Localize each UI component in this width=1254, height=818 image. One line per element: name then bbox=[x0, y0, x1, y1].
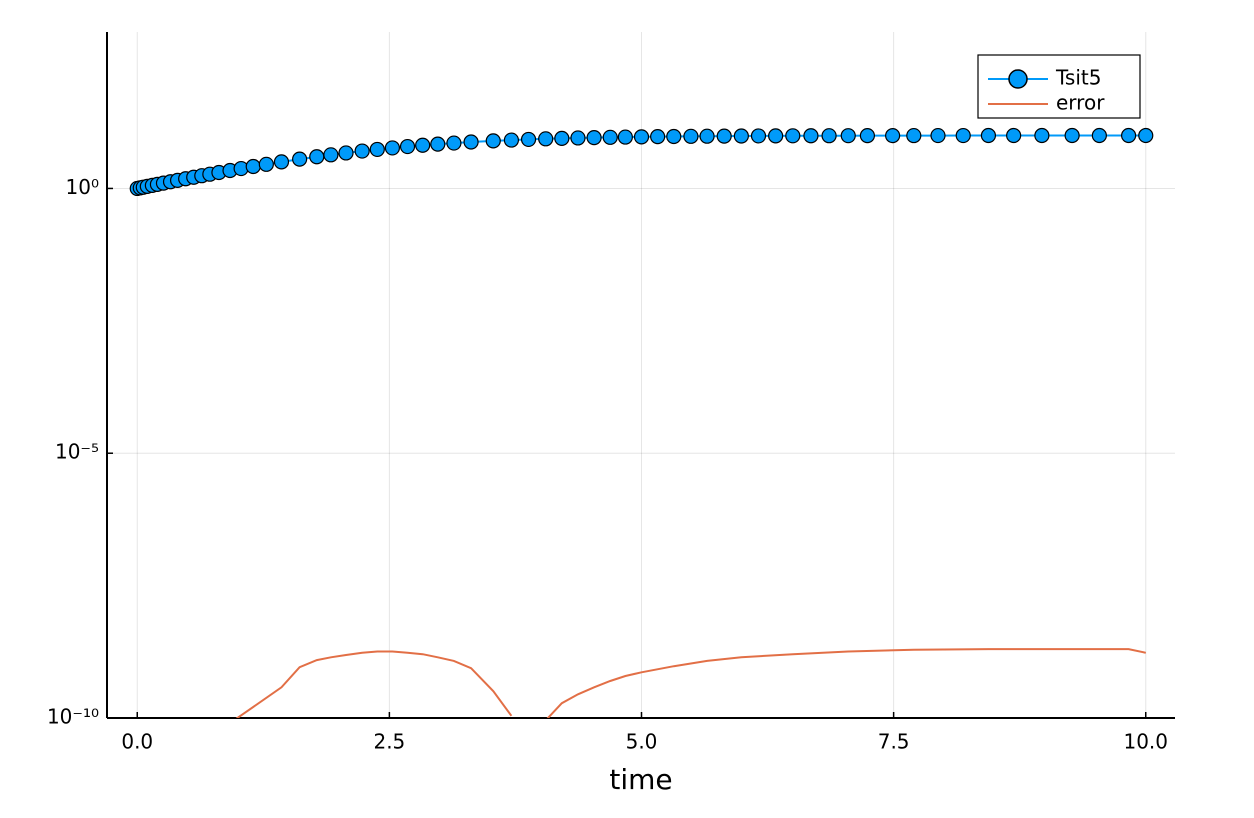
marker bbox=[586, 130, 602, 146]
x-tick-label: 2.5 bbox=[373, 730, 405, 754]
marker bbox=[384, 140, 401, 156]
marker bbox=[716, 128, 732, 144]
x-axis-label: time bbox=[609, 763, 672, 796]
marker bbox=[415, 137, 431, 153]
marker bbox=[369, 141, 385, 158]
marker bbox=[323, 147, 339, 163]
marker bbox=[840, 128, 856, 144]
marker bbox=[750, 128, 767, 144]
marker bbox=[1138, 127, 1154, 144]
legend-marker bbox=[1008, 69, 1028, 89]
plot-area bbox=[129, 127, 1154, 718]
marker bbox=[503, 132, 520, 148]
marker bbox=[430, 136, 446, 152]
marker bbox=[906, 127, 922, 144]
marker bbox=[446, 135, 462, 151]
marker bbox=[309, 149, 325, 165]
marker bbox=[859, 128, 876, 144]
marker bbox=[666, 128, 682, 145]
marker bbox=[1006, 127, 1022, 144]
marker bbox=[768, 128, 784, 144]
x-tick-label: 5.0 bbox=[626, 730, 658, 754]
marker bbox=[885, 128, 901, 144]
marker bbox=[273, 154, 290, 170]
marker bbox=[485, 133, 501, 149]
marker bbox=[650, 129, 666, 145]
x-tick-label: 10.0 bbox=[1123, 730, 1168, 754]
marker bbox=[633, 129, 650, 145]
marker bbox=[570, 130, 586, 146]
marker bbox=[955, 127, 971, 144]
marker bbox=[1121, 127, 1137, 144]
legend-label: error bbox=[1056, 91, 1105, 115]
marker bbox=[554, 130, 570, 146]
y-tick-label: 10⁻¹⁰ bbox=[47, 705, 99, 729]
x-tick-label: 7.5 bbox=[878, 730, 910, 754]
marker bbox=[354, 143, 370, 159]
marker bbox=[785, 128, 801, 144]
marker bbox=[683, 128, 699, 144]
marker bbox=[930, 127, 946, 144]
marker bbox=[338, 145, 354, 161]
marker bbox=[617, 129, 633, 145]
marker bbox=[821, 128, 837, 144]
series-line bbox=[235, 648, 1147, 718]
legend-label: Tsit5 bbox=[1055, 66, 1101, 90]
marker bbox=[699, 128, 715, 144]
marker bbox=[463, 134, 479, 150]
marker bbox=[292, 151, 308, 167]
marker bbox=[399, 138, 416, 155]
marker bbox=[520, 131, 537, 148]
marker bbox=[1091, 127, 1107, 144]
marker bbox=[733, 128, 749, 144]
marker bbox=[1034, 127, 1050, 144]
y-tick-label: 10⁻⁵ bbox=[55, 440, 99, 464]
x-tick-label: 0.0 bbox=[121, 730, 153, 754]
marker bbox=[980, 127, 997, 144]
marker bbox=[538, 131, 554, 147]
marker bbox=[1064, 127, 1080, 144]
marker bbox=[602, 129, 618, 145]
marker bbox=[803, 128, 819, 144]
y-tick-label: 10⁰ bbox=[66, 175, 99, 199]
legend-box bbox=[977, 54, 1141, 119]
marker bbox=[258, 156, 274, 172]
marker bbox=[245, 158, 261, 175]
